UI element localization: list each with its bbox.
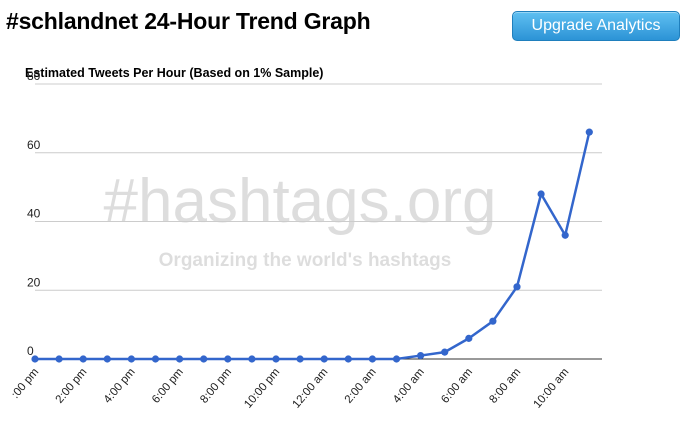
x-tick-label: 8:00 am (487, 366, 523, 406)
chart-title: Estimated Tweets Per Hour (Based on 1% S… (25, 66, 323, 80)
x-tick-label: 6:00 pm (150, 366, 186, 406)
y-axis-ticks: 0 20 40 60 80 (27, 69, 41, 358)
x-tick-label: 12:00 am (290, 366, 330, 410)
x-axis-ticks: :00 pm 2:00 pm 4:00 pm 6:00 pm 8:00 pm 10:00 … (9, 366, 571, 410)
series-layer (31, 128, 593, 363)
data-point (296, 355, 304, 363)
data-point (585, 128, 593, 136)
data-point (248, 355, 256, 363)
data-point (320, 355, 328, 363)
data-point (441, 348, 449, 356)
watermark-logo-text: #hashtags.org (104, 167, 497, 236)
data-point (368, 355, 376, 363)
y-tick-label: 40 (27, 207, 41, 221)
x-tick-label: 10:00 am (531, 366, 571, 410)
gridlines (35, 83, 602, 360)
data-point (344, 355, 352, 363)
data-point (127, 355, 135, 363)
data-point (200, 355, 208, 363)
data-point (417, 351, 425, 360)
y-tick-label: 0 (27, 344, 34, 358)
data-point (392, 355, 401, 363)
upgrade-analytics-button[interactable]: Upgrade Analytics (512, 11, 680, 41)
watermark-logo: #hashtags.org Organizing the world's has… (104, 167, 497, 271)
data-point (55, 355, 63, 363)
y-tick-label: 60 (27, 138, 41, 152)
watermark-tagline: Organizing the world's hashtags (159, 250, 452, 271)
data-point (31, 355, 39, 363)
data-point (272, 355, 280, 363)
data-point (465, 334, 473, 342)
data-point (537, 190, 545, 198)
y-tick-label: 80 (27, 69, 41, 83)
data-point (103, 355, 111, 363)
data-point (79, 355, 87, 363)
y-tick-label: 20 (27, 275, 41, 289)
page-title: #schlandnet 24-Hour Trend Graph (6, 8, 371, 34)
x-tick-label: 6:00 am (439, 366, 475, 406)
x-tick-label: 10:00 pm (242, 366, 282, 410)
data-point (561, 231, 569, 239)
data-point (224, 355, 232, 363)
data-point (176, 355, 184, 363)
x-tick-label: 4:00 pm (102, 366, 138, 406)
data-point (489, 317, 497, 325)
x-tick-label: 2:00 pm (54, 366, 90, 406)
x-tick-label: :00 pm (9, 366, 41, 401)
x-tick-label: 4:00 am (391, 366, 427, 406)
data-point (513, 283, 521, 291)
x-tick-label: 2:00 am (343, 366, 379, 406)
data-point (151, 355, 160, 363)
x-tick-label: 8:00 pm (198, 366, 234, 406)
series-line (35, 131, 591, 361)
